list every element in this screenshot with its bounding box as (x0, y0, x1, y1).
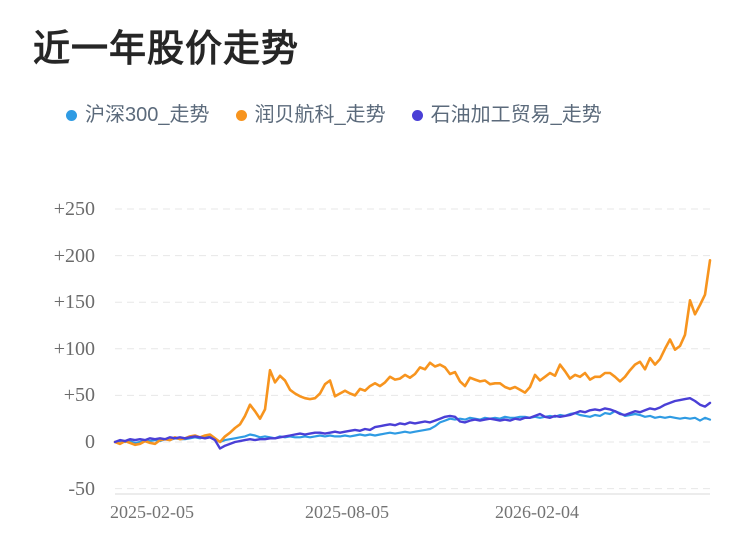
page-title: 近一年股价走势 (33, 28, 299, 69)
legend-item-label: 润贝航科_走势 (254, 104, 386, 126)
legend-item-runbeihangke[interactable]: 润贝航科_走势 (235, 103, 386, 127)
y-tick-label: -50 (68, 477, 95, 500)
y-tick-label: +150 (53, 291, 95, 314)
y-tick-label: +50 (63, 384, 95, 407)
y-tick-label: +100 (53, 337, 95, 360)
legend-item-label: 石油加工贸易_走势 (430, 104, 602, 126)
x-tick-label: 2025-02-05 (110, 502, 194, 522)
x-tick-label: 2025-08-05 (305, 502, 389, 522)
legend-dot-icon (235, 109, 247, 121)
legend-dot-icon (411, 109, 423, 121)
legend-item-shiyoujiagong[interactable]: 石油加工贸易_走势 (411, 103, 602, 127)
legend: 沪深300_走势 润贝航科_走势 石油加工贸易_走势 (66, 103, 602, 127)
series-line-1 (113, 258, 712, 447)
y-tick-label: +250 (53, 198, 95, 220)
legend-item-label: 沪深300_走势 (85, 104, 210, 126)
legend-item-hs300[interactable]: 沪深300_走势 (66, 103, 210, 127)
y-tick-label: +200 (53, 244, 95, 267)
x-tick-label: 2026-02-04 (495, 502, 579, 522)
legend-dot-icon (66, 109, 77, 121)
y-tick-label: 0 (85, 431, 95, 453)
series-line-2 (113, 397, 712, 450)
